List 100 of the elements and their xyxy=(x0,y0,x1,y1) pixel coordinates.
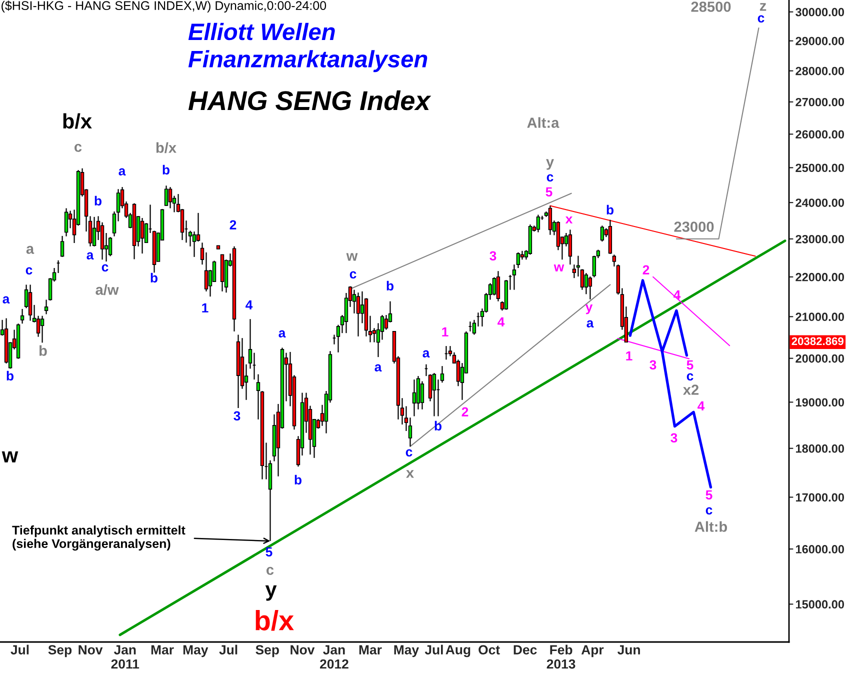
x-tick-label: Dec xyxy=(514,645,537,654)
x-tick-label: Nov xyxy=(78,645,103,654)
annotation: w xyxy=(346,253,358,261)
y-tick-label: 16000.00 xyxy=(796,545,844,554)
x-tick-label: Oct xyxy=(478,645,500,654)
annotation: 2 xyxy=(462,407,468,416)
annotation: 5 xyxy=(706,490,712,500)
annotation: 5 xyxy=(686,360,694,370)
annotation: c xyxy=(102,264,108,272)
annotation: 4 xyxy=(498,317,505,326)
annotation: b/x xyxy=(156,142,176,154)
annotation: b xyxy=(386,280,394,291)
annotation: HANG SENG Index xyxy=(188,90,432,110)
annotation: a/w xyxy=(96,284,119,296)
annotation: 3 xyxy=(490,251,496,261)
annotation: Tiefpunkt analytisch ermittelt (siehe Vorgängeranalysen) xyxy=(12,525,186,551)
annotation: c xyxy=(758,15,764,23)
annotation: c xyxy=(546,174,554,182)
y-tick-label: 26000.00 xyxy=(796,130,844,139)
x-tick-label: Nov xyxy=(290,645,315,654)
annotation: a xyxy=(278,330,286,338)
annotation: y xyxy=(585,304,593,314)
x-tick-label: Mar xyxy=(359,645,382,654)
annotation: 4 xyxy=(246,300,253,310)
annotation: a xyxy=(118,168,126,176)
annotation: w xyxy=(2,451,18,462)
annotation: b xyxy=(294,474,302,485)
annotation: x2 xyxy=(682,384,699,395)
annotation: 1 xyxy=(442,327,448,336)
annotation: a xyxy=(26,246,34,254)
annotation: b xyxy=(40,345,47,356)
chart-title: ($HSI-HKG - HANG SENG INDEX,W) Dynamic,0:00-24:00 xyxy=(2,0,326,12)
y-tick-label: 30000.00 xyxy=(796,8,844,16)
annotation: a xyxy=(2,296,10,304)
y-tick-label: 27000.00 xyxy=(796,98,844,106)
annotation: b xyxy=(94,196,102,206)
annotation: b/x xyxy=(256,610,294,631)
annotation: 23000 xyxy=(674,222,714,232)
annotation: a xyxy=(86,252,94,260)
x-tick-label: Jul xyxy=(424,644,443,654)
annotation: 1 xyxy=(202,303,208,312)
annotation: 4 xyxy=(698,401,705,410)
y-tick-label: 20000.00 xyxy=(796,354,844,363)
annotation: x xyxy=(406,470,414,478)
annotation: b xyxy=(6,370,14,381)
y-tick-label: 23000.00 xyxy=(796,234,844,244)
annotation: c xyxy=(706,507,712,515)
annotation: Alt:b xyxy=(694,521,728,532)
y-tick-label: 21000.00 xyxy=(796,312,844,322)
annotation: b xyxy=(162,164,170,175)
annotation: c xyxy=(350,271,356,279)
annotation: a xyxy=(586,320,594,328)
x-tick-label: Sep xyxy=(48,645,72,658)
annotation: 28500 xyxy=(691,2,731,12)
x-tick-label: Feb 2013 xyxy=(546,644,576,669)
annotation: b xyxy=(606,204,614,215)
x-tick-label: Apr xyxy=(581,645,604,658)
annotation: 3 xyxy=(650,360,656,370)
annotation: c xyxy=(74,144,82,152)
annotation: 3 xyxy=(234,411,240,421)
y-tick-label: 25000.00 xyxy=(796,164,844,172)
x-tick-label: Jun xyxy=(618,645,640,654)
annotation: y xyxy=(265,585,277,601)
annotation: 3 xyxy=(670,433,678,443)
annotation: Alt:a xyxy=(527,117,560,128)
annotation: 1 xyxy=(626,351,632,360)
y-tick-label: 24000.00 xyxy=(796,198,844,207)
x-tick-label: May xyxy=(183,645,208,658)
annotation: c xyxy=(686,373,694,381)
annotation: c xyxy=(266,566,274,575)
annotation: a xyxy=(422,350,430,358)
annotation: 2 xyxy=(642,265,650,274)
text: Elliott Wellen Finanzmarktanalysen xyxy=(188,22,428,72)
annotation: a xyxy=(374,364,382,372)
x-tick-label: Jan 2011 xyxy=(111,645,140,669)
x-tick-label: Jul xyxy=(219,644,238,654)
annotation: c xyxy=(406,449,412,457)
annotation: c xyxy=(26,267,32,275)
annotation: 2 xyxy=(230,220,236,230)
x-tick-label: Jul xyxy=(10,644,29,654)
y-tick-label: 22000.00 xyxy=(796,272,844,282)
annotation: y xyxy=(546,159,554,170)
y-tick-label: 17000.00 xyxy=(796,493,844,502)
text: 20382.869 xyxy=(792,337,844,346)
annotation: z xyxy=(760,3,766,11)
annotation: b xyxy=(150,272,158,283)
y-tick-label: 18000.00 xyxy=(796,444,844,453)
x-tick-label: Jan 2012 xyxy=(320,645,348,669)
y-tick-label: 19000.00 xyxy=(796,398,844,407)
annotation: 5 xyxy=(266,547,272,557)
x-tick-label: Mar xyxy=(151,645,174,654)
y-tick-label: 15000.00 xyxy=(796,600,844,609)
annotation: x xyxy=(565,216,573,224)
x-tick-label: May xyxy=(394,645,419,658)
annotation: w xyxy=(554,264,564,272)
y-tick-label: 28000.00 xyxy=(796,66,844,76)
y-tick-label: 29000.00 xyxy=(796,36,844,46)
x-tick-label: Sep xyxy=(256,645,279,658)
annotation: b/x xyxy=(63,113,92,129)
annotation: b xyxy=(434,420,442,431)
